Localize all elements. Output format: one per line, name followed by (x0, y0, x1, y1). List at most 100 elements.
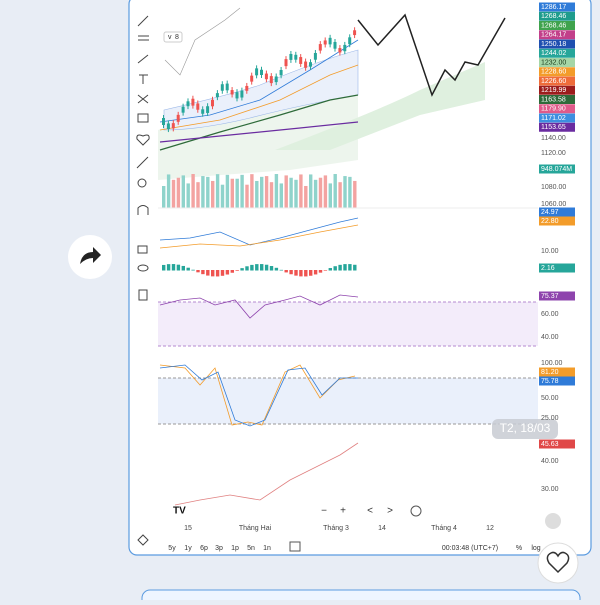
indicator-badge: 8 (175, 34, 179, 41)
zoom-button[interactable]: + (340, 506, 346, 517)
candle (211, 99, 214, 107)
add-button[interactable] (545, 513, 561, 529)
range-button[interactable]: 5y (168, 545, 176, 552)
volume-bar (220, 184, 225, 208)
price-label: 1226.60 (541, 78, 566, 85)
price-label: 1268.46 (541, 22, 566, 29)
price-tag (539, 85, 575, 95)
candle (171, 123, 175, 129)
price-tag (539, 113, 575, 123)
next-message (141, 589, 581, 605)
price-label: 1153.65 (541, 124, 566, 131)
candle (176, 114, 180, 122)
macd-bar (181, 265, 185, 271)
candle (225, 83, 229, 91)
toolbar (136, 15, 150, 546)
candle (323, 40, 327, 45)
volume-bar (206, 176, 210, 208)
macd-bar (338, 264, 342, 271)
time-label: Tháng 3 (323, 525, 349, 532)
price-tag (539, 291, 575, 301)
macd-bar (348, 264, 352, 271)
candle (166, 123, 170, 130)
volume-bar (264, 176, 269, 208)
zoom-button[interactable]: < (367, 506, 373, 517)
price-label: 2.16 (541, 265, 555, 272)
tooltip-box (492, 419, 558, 439)
price-tag (539, 21, 575, 30)
calendar-icon[interactable] (289, 541, 301, 552)
time-label: 15 (184, 525, 192, 532)
price-label: 1171.02 (541, 115, 566, 122)
volume-bar (250, 174, 254, 208)
price-label: 1232.00 (541, 59, 566, 66)
range-button[interactable]: 1p (231, 545, 239, 552)
volume-bar (274, 174, 279, 208)
zoom-button[interactable]: − (321, 506, 327, 517)
macd-bar (235, 270, 239, 271)
macd-bar (196, 270, 200, 273)
price-tag (539, 122, 575, 132)
time-label: Tháng Hai (239, 525, 272, 532)
price-label: 45.63 (541, 441, 559, 448)
price-tag (539, 30, 575, 40)
volume-bar (348, 176, 352, 208)
volume-bar (171, 179, 176, 208)
macd-bar (279, 269, 283, 271)
volume-bar (255, 180, 259, 208)
price-tag (539, 263, 575, 273)
message-card (128, 0, 592, 556)
price-label: 75.37 (541, 293, 559, 300)
price-label: 1080.00 (541, 184, 566, 191)
volume-bar (260, 176, 264, 208)
macd-bar (294, 270, 298, 276)
volume-bar (304, 185, 308, 208)
candle (240, 90, 244, 98)
macd-bar (323, 270, 328, 271)
candle (333, 41, 337, 49)
candle (269, 76, 273, 84)
zoom-button[interactable]: > (387, 506, 393, 517)
range-button[interactable]: 3p (215, 545, 223, 552)
candle (186, 101, 190, 107)
price-tag (539, 67, 575, 77)
macd-bar (220, 270, 225, 276)
candle (250, 75, 254, 82)
macd-bar (245, 266, 249, 271)
price-label: 60.00 (541, 311, 559, 318)
volume-bar (230, 178, 234, 208)
macd-bar (186, 267, 190, 271)
price-label: 1286.17 (541, 4, 566, 11)
price-label: 1140.00 (541, 135, 566, 142)
candle (245, 85, 249, 91)
price-tag (539, 95, 575, 104)
volume-bar (225, 174, 230, 208)
range-button[interactable]: 1y (184, 545, 192, 552)
reset-button[interactable] (410, 505, 422, 517)
candle (318, 44, 322, 51)
like-button[interactable] (537, 542, 579, 584)
heart-icon (546, 551, 570, 574)
log-toggle[interactable]: log (531, 545, 540, 552)
macd-bar (328, 268, 332, 271)
percent-toggle[interactable]: % (516, 545, 522, 552)
price-tag (539, 207, 575, 217)
macd-bar (191, 269, 195, 271)
time-label: 14 (378, 525, 386, 532)
macd-bar (206, 270, 210, 276)
macd-bar (255, 264, 259, 271)
volume-bar (269, 182, 274, 208)
price-label: 81.20 (541, 369, 559, 376)
candle (313, 52, 317, 60)
range-button[interactable]: 6p (200, 545, 208, 552)
macd-bar (215, 270, 220, 277)
range-button[interactable]: 5n (247, 545, 255, 552)
price-tag (539, 104, 575, 114)
candle (304, 61, 308, 68)
range-button[interactable]: 1n (263, 545, 271, 552)
macd-bar (269, 266, 274, 271)
volume-bar (166, 174, 171, 208)
volume-bar (309, 174, 313, 208)
candle (284, 59, 288, 67)
candle (260, 69, 263, 75)
